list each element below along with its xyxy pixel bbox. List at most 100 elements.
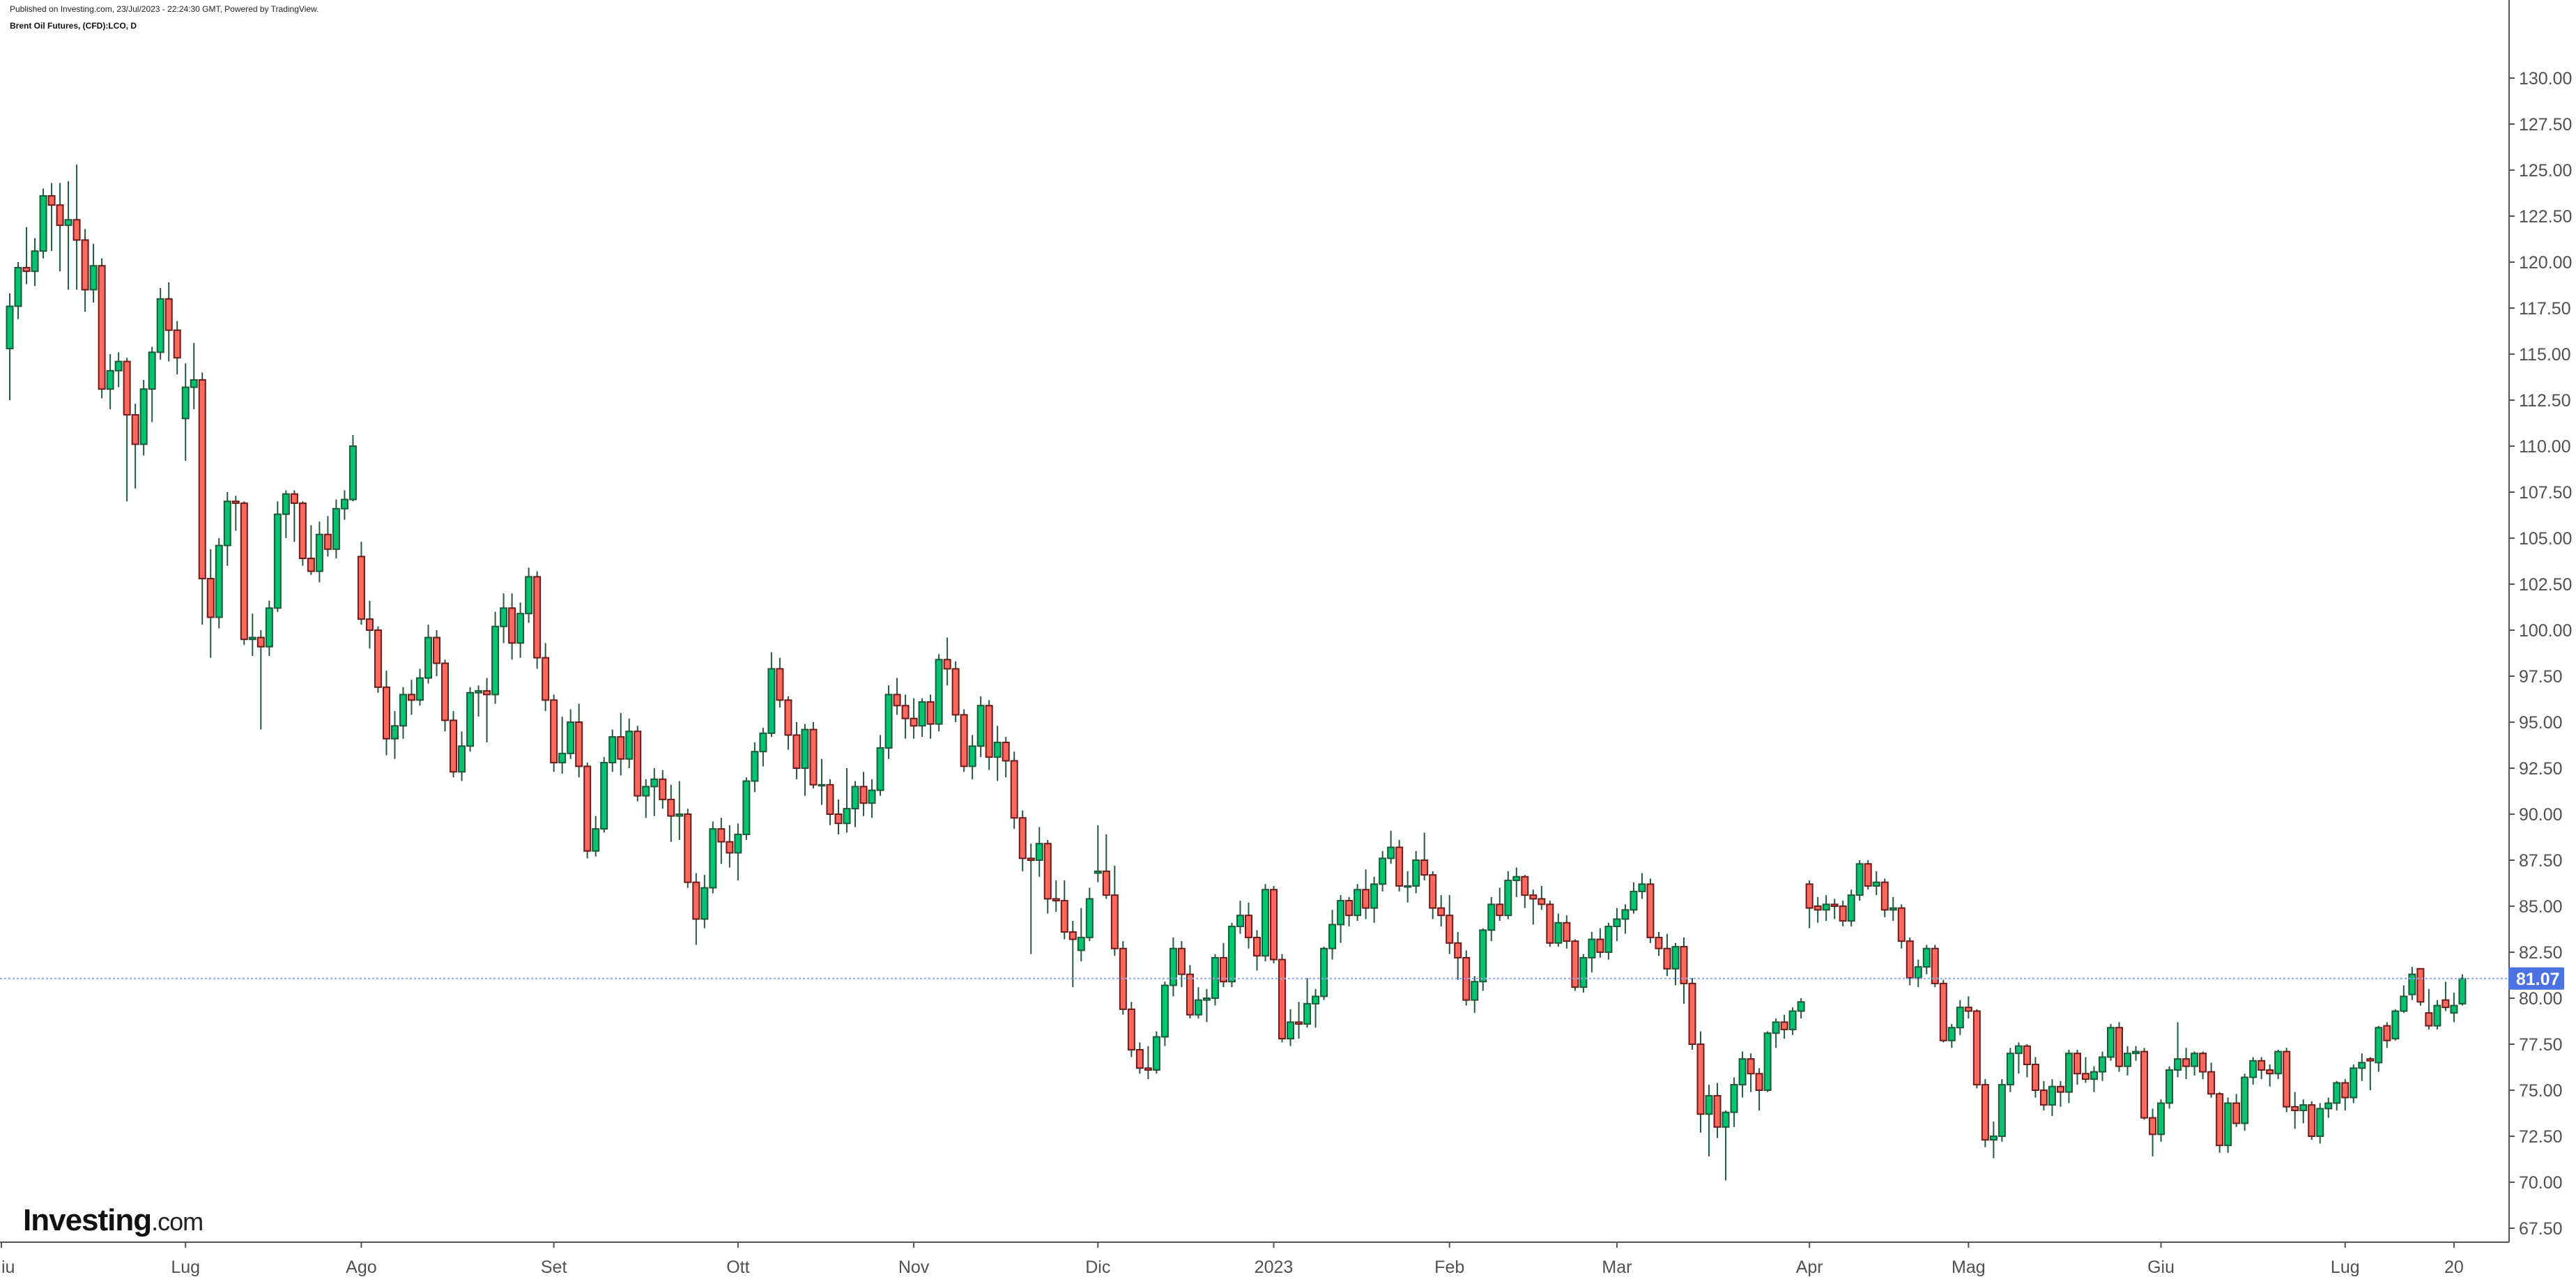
candle xyxy=(792,722,801,779)
candle-body xyxy=(164,298,173,331)
candle xyxy=(1538,885,1546,910)
candle xyxy=(1068,921,1077,988)
candle-body xyxy=(2157,1102,2165,1136)
candle xyxy=(2149,1108,2157,1157)
candle xyxy=(2014,1042,2023,1074)
candle xyxy=(181,363,190,461)
candle xyxy=(282,490,290,538)
x-tick-label: Giu xyxy=(0,1258,15,1277)
x-tick-label: 2023 xyxy=(1255,1258,1294,1277)
y-tick-label: 125.00 xyxy=(2519,161,2572,181)
candle-body xyxy=(1387,846,1395,859)
candle-body xyxy=(993,742,1002,758)
candle xyxy=(1939,979,1947,1043)
candle-body xyxy=(2064,1053,2073,1093)
candle-body xyxy=(2257,1060,2266,1071)
candle-body xyxy=(1420,859,1429,876)
candle xyxy=(1496,887,1504,922)
candle-body xyxy=(1663,947,1671,970)
candle xyxy=(608,729,617,772)
candle-body xyxy=(290,493,298,504)
candle-body xyxy=(64,219,72,227)
candle-body xyxy=(265,607,273,648)
candle-body xyxy=(2099,1056,2106,1073)
candle xyxy=(976,696,985,758)
candle xyxy=(1630,882,1638,914)
candle-body xyxy=(424,636,432,679)
candle xyxy=(2165,1066,2174,1109)
candle-body xyxy=(600,762,608,830)
candle-body xyxy=(500,607,508,627)
candle xyxy=(2064,1049,2073,1103)
candle xyxy=(558,717,567,774)
candle xyxy=(2115,1022,2124,1072)
y-tick-label: 97.50 xyxy=(2519,667,2563,687)
candle xyxy=(1579,954,1588,993)
candle-body xyxy=(776,668,784,701)
candle-body xyxy=(1487,903,1496,931)
candle-body xyxy=(2416,968,2425,1003)
candle xyxy=(709,821,717,894)
candle-body xyxy=(1328,924,1337,949)
candle xyxy=(1730,1077,1738,1127)
candle-body xyxy=(742,780,751,836)
candle-body xyxy=(1730,1084,1738,1113)
candle xyxy=(1127,1002,1135,1057)
candle-body xyxy=(2433,1004,2441,1027)
candle xyxy=(809,722,818,789)
candle xyxy=(1864,860,1872,890)
candle-body xyxy=(2391,1010,2400,1040)
candle xyxy=(801,724,809,796)
candle-body xyxy=(2140,1050,2149,1119)
candle-body xyxy=(56,204,64,227)
candle-body xyxy=(1972,1010,1981,1086)
y-tick-label: 92.50 xyxy=(2519,759,2563,779)
candle-body xyxy=(231,500,240,504)
candle-body xyxy=(340,498,348,510)
candle-body xyxy=(2115,1027,2124,1067)
candle-body xyxy=(2349,1067,2358,1099)
candle xyxy=(901,694,910,739)
published-note: Published on Investing.com, 23/Jul/2023 … xyxy=(10,4,319,14)
candle xyxy=(415,668,424,706)
price-axis[interactable]: 67.50 70.00 72.50 75.00 77.50 80.00 82.50 85.00… xyxy=(2509,69,2572,1239)
candle xyxy=(1788,1007,1797,1035)
candle-body xyxy=(256,636,265,648)
candle-body xyxy=(926,701,935,725)
y-tick-label: 80.00 xyxy=(2519,989,2563,1009)
candle xyxy=(2090,1066,2098,1092)
candle-body xyxy=(1755,1073,1763,1091)
candle xyxy=(818,758,826,805)
candle-body xyxy=(1763,1032,1772,1092)
candle-body xyxy=(525,576,533,615)
candle xyxy=(399,687,407,739)
candle-body xyxy=(1998,1084,2006,1137)
time-axis[interactable]: Giu Lug Ago Set Ott Nov Dic 2023 Feb Mar Apr Mag Giu… xyxy=(0,1242,2464,1277)
candle xyxy=(1638,873,1646,899)
candle-body xyxy=(1922,947,1931,968)
candle xyxy=(1738,1051,1747,1098)
candle-body xyxy=(1747,1058,1755,1075)
candle-body xyxy=(667,798,675,817)
candle xyxy=(441,659,450,732)
candle xyxy=(22,227,31,284)
candle xyxy=(859,772,868,816)
candle xyxy=(215,538,223,629)
candle xyxy=(1563,915,1571,949)
candle xyxy=(726,825,734,868)
candle xyxy=(1855,860,1864,901)
candle-body xyxy=(2241,1076,2249,1124)
candle-body xyxy=(542,657,550,701)
candle xyxy=(592,816,600,857)
candle-body xyxy=(2450,1004,2458,1014)
candle-body xyxy=(851,786,859,810)
candle-body xyxy=(1429,874,1437,909)
candle xyxy=(1337,895,1345,943)
candle-body xyxy=(1680,946,1688,984)
candle-body xyxy=(1337,900,1345,926)
candle xyxy=(1354,884,1362,922)
candle xyxy=(1822,895,1830,922)
x-tick-label: Dic xyxy=(1085,1258,1110,1277)
candle xyxy=(1077,908,1085,962)
